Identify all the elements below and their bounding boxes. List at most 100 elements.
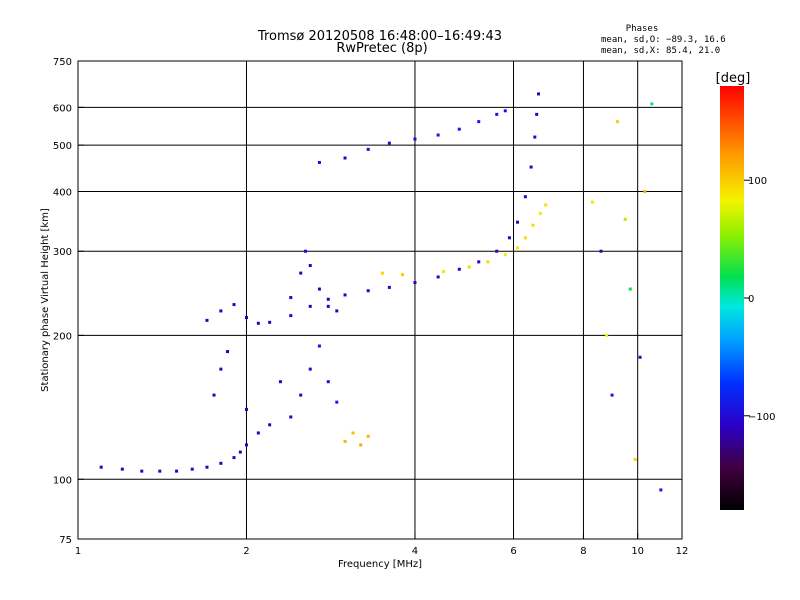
data-point bbox=[436, 133, 440, 137]
data-point bbox=[605, 333, 609, 337]
legend-line-o: mean, sd,O: −89.3, 16.6 bbox=[601, 35, 726, 45]
data-point bbox=[529, 165, 533, 169]
data-point bbox=[442, 270, 446, 274]
data-point bbox=[615, 120, 619, 124]
data-point bbox=[289, 296, 293, 300]
data-point bbox=[387, 285, 391, 289]
data-point bbox=[304, 249, 308, 253]
data-point bbox=[343, 439, 347, 443]
data-point bbox=[535, 112, 539, 116]
colorbar-ticks: 100 0 −100 bbox=[744, 176, 775, 423]
x-tick-label: 10 bbox=[631, 546, 644, 557]
data-point bbox=[351, 431, 355, 435]
x-axis-label: Frequency [MHz] bbox=[338, 559, 422, 570]
x-tick-label: 8 bbox=[580, 546, 586, 557]
data-point bbox=[140, 469, 144, 473]
chart-subtitle: RwPretec (8p) bbox=[336, 41, 427, 56]
data-point bbox=[335, 400, 339, 404]
data-point bbox=[413, 137, 417, 141]
data-point bbox=[205, 465, 209, 469]
data-point bbox=[610, 393, 614, 397]
data-point bbox=[599, 249, 603, 253]
data-point bbox=[381, 271, 385, 275]
data-point bbox=[537, 92, 541, 96]
colorbar-tick-label: 0 bbox=[748, 294, 754, 305]
y-tick-label: 100 bbox=[53, 475, 72, 486]
y-tick-label: 200 bbox=[53, 331, 72, 342]
data-point bbox=[628, 287, 632, 291]
data-point bbox=[343, 293, 347, 297]
data-point bbox=[158, 469, 162, 473]
grid-lines bbox=[78, 61, 682, 539]
data-point bbox=[544, 203, 548, 207]
data-point bbox=[326, 380, 330, 384]
data-point bbox=[590, 200, 594, 204]
colorbar bbox=[720, 86, 744, 510]
data-point bbox=[623, 217, 627, 221]
data-point bbox=[256, 431, 260, 435]
data-point bbox=[317, 160, 321, 164]
chart-title: Tromsø 20120508 16:48:00–16:49:43 bbox=[257, 29, 502, 44]
data-point bbox=[503, 253, 507, 257]
data-point bbox=[436, 275, 440, 279]
y-tick-label: 75 bbox=[59, 535, 72, 546]
data-point bbox=[413, 281, 417, 285]
x-axis-ticks: 1 2 4 6 8 10 12 bbox=[75, 533, 688, 557]
data-point bbox=[219, 461, 223, 465]
data-point bbox=[326, 297, 330, 301]
data-point bbox=[343, 156, 347, 160]
data-point bbox=[335, 309, 339, 313]
data-point bbox=[317, 344, 321, 348]
data-point bbox=[244, 407, 248, 411]
data-point bbox=[244, 443, 248, 447]
data-point bbox=[366, 147, 370, 151]
data-point bbox=[533, 135, 537, 139]
y-tick-label: 500 bbox=[53, 141, 72, 152]
data-point bbox=[205, 318, 209, 322]
data-point bbox=[659, 488, 663, 492]
data-point bbox=[256, 321, 260, 325]
data-point bbox=[503, 109, 507, 113]
data-points bbox=[99, 92, 663, 492]
data-point bbox=[359, 443, 363, 447]
colorbar-label: [deg] bbox=[716, 71, 751, 86]
y-axis-label: Stationary phase Virtual Height [km] bbox=[40, 208, 51, 392]
data-point bbox=[299, 271, 303, 275]
data-point bbox=[308, 367, 312, 371]
data-point bbox=[308, 264, 312, 268]
data-point bbox=[486, 260, 490, 264]
data-point bbox=[387, 141, 391, 145]
y-tick-label: 400 bbox=[53, 187, 72, 198]
data-point bbox=[457, 127, 461, 131]
data-point bbox=[516, 246, 520, 250]
data-point bbox=[638, 355, 642, 359]
x-tick-label: 4 bbox=[412, 546, 418, 557]
data-point bbox=[495, 112, 499, 116]
colorbar-tick-label: 100 bbox=[748, 176, 767, 187]
data-point bbox=[278, 380, 282, 384]
y-axis-ticks: 75 100 200 300 400 500 600 750 bbox=[53, 57, 84, 546]
data-point bbox=[366, 434, 370, 438]
data-point bbox=[299, 393, 303, 397]
data-point bbox=[457, 267, 461, 271]
data-point bbox=[232, 303, 236, 307]
data-point bbox=[495, 249, 499, 253]
data-point bbox=[232, 456, 236, 460]
legend-line-x: mean, sd,X: 85.4, 21.0 bbox=[601, 46, 720, 56]
legend-title: Phases bbox=[626, 24, 659, 34]
data-point bbox=[268, 423, 272, 427]
data-point bbox=[226, 350, 230, 354]
data-point bbox=[326, 304, 330, 308]
data-point bbox=[643, 189, 647, 193]
x-tick-label: 2 bbox=[243, 546, 249, 557]
y-tick-label: 300 bbox=[53, 247, 72, 258]
data-point bbox=[400, 273, 404, 277]
y-tick-label: 750 bbox=[53, 57, 72, 68]
data-point bbox=[190, 467, 194, 471]
data-point bbox=[317, 287, 321, 291]
data-point bbox=[477, 260, 481, 264]
x-tick-label: 1 bbox=[75, 546, 81, 557]
data-point bbox=[516, 220, 520, 224]
data-point bbox=[507, 236, 511, 240]
